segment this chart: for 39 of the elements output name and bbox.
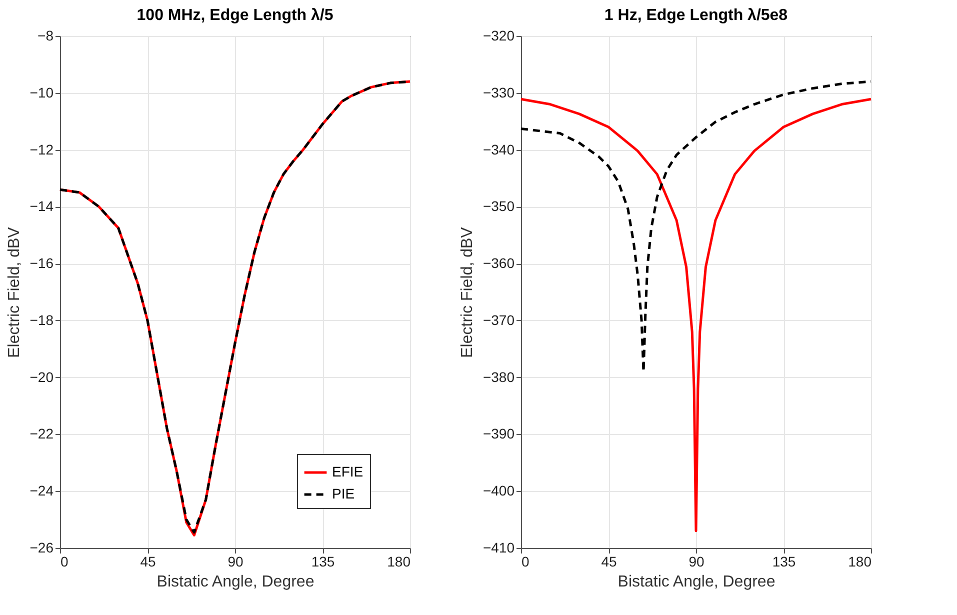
y-tick-label: −380	[482, 368, 515, 385]
y-tick-label: −410	[482, 540, 515, 556]
y-tick-label: −24	[30, 482, 54, 499]
x-tick-label: 180	[387, 554, 411, 570]
x-tick-label: 45	[601, 554, 617, 570]
y-tick-label: −340	[482, 141, 515, 158]
x-tick-label: 0	[60, 554, 68, 570]
y-tick-label: −370	[482, 312, 515, 328]
x-tick-label: 90	[688, 554, 704, 570]
x-tick-label: 135	[772, 554, 796, 570]
legend-label: PIE	[332, 486, 355, 502]
y-tick-label: −18	[30, 312, 54, 328]
x-tick-label: 0	[522, 554, 530, 570]
y-tick-label: −360	[482, 255, 515, 272]
y-tick-label: −400	[482, 482, 515, 499]
line-series	[520, 98, 872, 532]
y-tick-label: −350	[482, 198, 515, 214]
y-tick-label: −14	[30, 198, 54, 214]
x-tick-label: 135	[311, 554, 335, 570]
y-tick-label: −10	[30, 84, 54, 100]
x-tick-label: 180	[848, 554, 872, 570]
y-tick-label: −390	[482, 426, 515, 442]
y-tick-label: −20	[30, 368, 54, 385]
y-axis-title: Electric Field, dBV	[6, 226, 23, 358]
y-tick-label: −22	[30, 426, 54, 442]
chart-title: 100 MHz, Edge Length λ/5	[136, 7, 334, 24]
x-tick-label: 90	[228, 554, 244, 570]
x-axis-title: Bistatic Angle, Degree	[156, 574, 314, 590]
y-tick-label: −8	[38, 28, 54, 44]
legend-label: EFIE	[332, 464, 364, 480]
y-tick-label: −330	[482, 84, 515, 100]
x-axis-title: Bistatic Angle, Degree	[618, 574, 776, 590]
y-tick-label: −12	[30, 141, 54, 158]
y-tick-label: −26	[30, 540, 54, 556]
y-axis-title: Electric Field, dBV	[458, 226, 476, 358]
x-tick-label: 45	[140, 554, 156, 570]
y-tick-label: −16	[30, 255, 54, 272]
chart-title: 1 Hz, Edge Length λ/5e8	[604, 7, 788, 24]
y-tick-label: −320	[482, 28, 515, 44]
